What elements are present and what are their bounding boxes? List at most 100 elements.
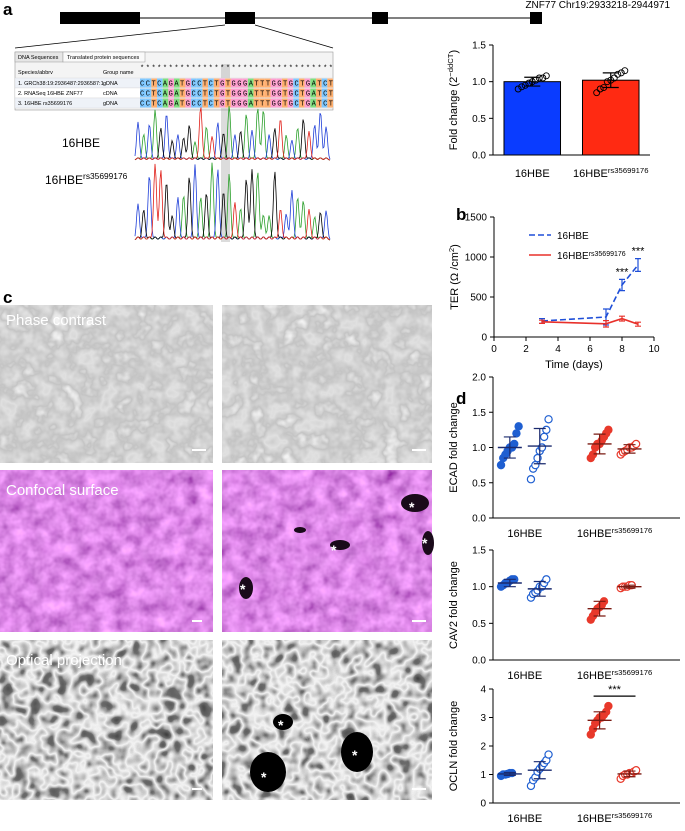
- text-part: 16HBE: [577, 813, 612, 825]
- base-cell: [174, 78, 180, 88]
- data-point: [542, 425, 551, 435]
- base-cell: [264, 78, 271, 88]
- text-part: 16HBE: [557, 251, 589, 262]
- base-cell: [196, 78, 203, 88]
- y-tick-label: 0: [480, 799, 486, 810]
- base-cell: [247, 88, 254, 98]
- error-bar: [623, 584, 636, 589]
- x-tick-label: 16HBErs35699176: [577, 811, 652, 826]
- text-part: ECAD fold change: [448, 402, 460, 493]
- x-tick-label: 16HBE: [515, 168, 550, 180]
- asterisk: *: [240, 581, 246, 597]
- base-cell: [179, 78, 186, 88]
- x-tick-label: 16HBE: [507, 670, 542, 682]
- data-point: [496, 460, 506, 470]
- base-cell: [242, 88, 248, 98]
- base-cell: [140, 88, 146, 98]
- group-name: cDNA: [103, 91, 118, 97]
- y-tick-label: 1: [480, 770, 486, 781]
- base-cell: [145, 98, 152, 108]
- base-cell: [219, 88, 226, 98]
- base-cell: [287, 88, 294, 98]
- x-tick-label: 0: [491, 344, 497, 355]
- bar: [581, 79, 640, 156]
- base-cell: [208, 98, 214, 108]
- y-tick-label: 1.0: [472, 582, 486, 593]
- base-cell: [179, 98, 186, 108]
- consensus: **********************************: [140, 65, 333, 73]
- x-tick-label: 16HBErs35699176: [577, 668, 652, 683]
- column-header: Species/abbrv: [18, 70, 53, 76]
- base-cell: [327, 78, 333, 88]
- base-cell: [168, 78, 175, 88]
- base-cell: [185, 88, 192, 98]
- x-tick-label: 8: [619, 344, 625, 355]
- base-cell: [276, 98, 282, 108]
- panel-letter: a: [3, 0, 13, 19]
- sequence-name: 1. GRCh38:19:2936487:2936587:1: [18, 81, 104, 87]
- base-cell: [327, 88, 333, 98]
- bar: [503, 81, 562, 156]
- data-point: [525, 79, 533, 87]
- data-point: [544, 415, 553, 424]
- base-cell: [264, 98, 271, 108]
- text-part: rs35699176: [589, 251, 626, 258]
- y-tick-label: 500: [470, 293, 487, 304]
- sequence: CCTCAGATGCCTCTGTGGGATTTGGTGCTGATCT: [140, 81, 333, 89]
- x-tick-label: 16HBE: [507, 528, 542, 540]
- x-tick-label: 16HBErs35699176: [577, 526, 652, 541]
- text-part: rs35699176: [612, 811, 653, 820]
- trace: [134, 163, 331, 241]
- base-cell: [162, 98, 169, 108]
- text-part: −ddCT: [446, 53, 455, 77]
- base-cell: [219, 98, 226, 108]
- holes: [239, 494, 434, 599]
- data-point: [596, 85, 604, 93]
- micrograph: [0, 470, 213, 632]
- data-point: [514, 85, 522, 93]
- y-tick-label: 3: [480, 713, 486, 724]
- exon: [530, 12, 542, 24]
- y-tick-label: 1.5: [472, 408, 486, 419]
- micrograph: [0, 305, 213, 463]
- base-cell: [253, 78, 260, 88]
- text-part: Fold change (2: [448, 77, 460, 150]
- group-name: gDNA: [103, 81, 118, 87]
- error-bar: [503, 436, 516, 459]
- text-part: 16HBE: [507, 528, 542, 540]
- text-part: rs35699176: [612, 668, 653, 677]
- base-cell: [230, 78, 237, 88]
- asterisk: *: [331, 542, 337, 558]
- text-part: rs35699176: [612, 526, 653, 535]
- base-cell: [219, 78, 226, 88]
- data-point: [532, 76, 540, 84]
- tab-label: Translated protein sequences: [67, 55, 140, 61]
- error-bar: [635, 258, 641, 272]
- base-cell: [321, 78, 328, 88]
- base-cell: [298, 88, 305, 98]
- base-cell: [202, 88, 209, 98]
- error-bar: [593, 600, 606, 617]
- text-part: 16HBE: [515, 168, 550, 180]
- base-cell: [151, 88, 158, 98]
- x-axis-label: Time (days): [545, 359, 603, 371]
- sequence-name: 3. 16HBE rs35699176: [18, 101, 72, 107]
- base-cell: [259, 98, 265, 108]
- data-point: [514, 422, 523, 431]
- data-point: [621, 67, 629, 75]
- data-point: [631, 766, 641, 775]
- base-cell: [293, 88, 299, 98]
- text-part: OCLN fold change: [448, 701, 460, 792]
- base-cell: [225, 78, 231, 88]
- y-tick-label: 0.0: [472, 514, 486, 525]
- base-cell: [315, 98, 322, 108]
- data-point: [510, 439, 519, 449]
- micrograph-label: Phase contrast: [6, 312, 107, 329]
- base-cell: [174, 98, 180, 108]
- micrograph: [222, 305, 432, 463]
- error-bar: [503, 578, 516, 588]
- base-cell: [225, 98, 231, 108]
- data-point: [512, 429, 521, 438]
- base-cell: [242, 78, 248, 88]
- text-part: 16HBE: [577, 528, 612, 540]
